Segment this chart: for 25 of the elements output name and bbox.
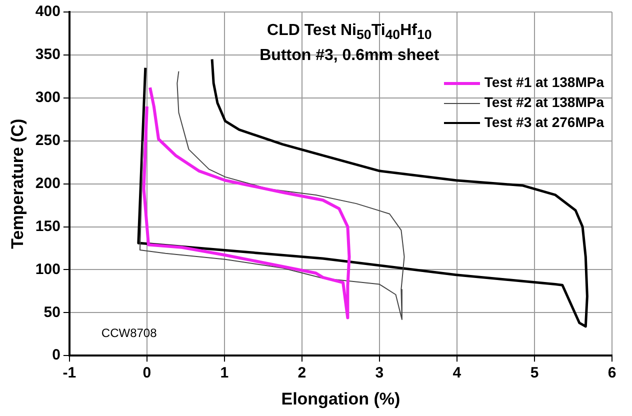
legend-label: Test #1 at 138MPa [483,73,604,92]
x-tick-label: 6 [608,364,616,382]
y-tick-label: 300 [35,89,60,106]
y-tick-label: 50 [44,304,60,321]
y-tick-label: 200 [35,174,60,192]
y-tick-label: 100 [35,260,60,278]
y-tick-label: 400 [35,3,60,20]
x-tick-label: 5 [530,364,539,382]
text: CLD Test Ni$_{50}$Ti$_{40}$Hf$_{10}$ [266,21,433,44]
x-tick-label: 0 [142,364,152,382]
x-tick-label: 2 [298,364,306,382]
legend-label: Test #2 at 138MPa [483,93,604,112]
y-tick-label: 0 [52,346,60,364]
x-tick-label: 4 [452,364,462,382]
y-tick-label: 350 [35,46,60,64]
y-tick-label: 250 [35,132,60,149]
y-tick-label: 150 [35,218,60,235]
x-tick-label: 3 [375,364,384,382]
y-axis-title: Temperature (C) [8,118,27,249]
x-tick-label: 1 [220,364,229,382]
legend-label: Test #3 at 276MPa [483,113,604,132]
x-tick-label: -1 [62,364,76,382]
x-axis-title: Elongation (%) [281,389,400,408]
text: Button #3, 0.6mm sheet [258,46,440,66]
annotation: CCW8708 [101,326,158,340]
